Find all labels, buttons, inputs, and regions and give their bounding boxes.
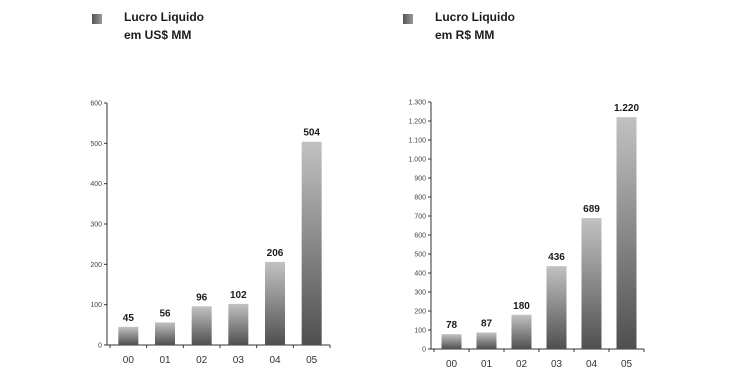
x-tick-label: 01 [481, 359, 493, 370]
legend-brl-chart: Lucro Liquido em R$ MM [403, 8, 515, 44]
bar [511, 314, 532, 349]
y-tick-label: 800 [414, 195, 426, 202]
bar [616, 117, 637, 349]
data-label: 180 [513, 301, 530, 312]
data-label: 1.220 [614, 103, 639, 114]
y-tick-label: 600 [90, 101, 102, 108]
x-tick-label: 02 [516, 359, 528, 370]
y-tick-label: 1.200 [408, 119, 426, 126]
data-label: 45 [123, 313, 135, 324]
x-tick-label: 03 [233, 355, 245, 366]
y-tick-label: 200 [414, 309, 426, 316]
data-label: 87 [481, 318, 493, 329]
y-tick-label: 500 [414, 252, 426, 259]
x-tick-label: 00 [446, 359, 458, 370]
bar [191, 306, 212, 345]
y-tick-label: 900 [414, 176, 426, 183]
legend-title-line-2: em US$ MM [124, 28, 192, 42]
y-tick-label: 1.100 [408, 138, 426, 145]
bar [228, 303, 249, 345]
legend-text: Lucro Liquido em R$ MM [435, 8, 515, 44]
bar [546, 266, 567, 349]
bar [301, 141, 322, 345]
y-tick-label: 1.000 [408, 157, 426, 164]
x-tick-label: 05 [306, 355, 318, 366]
legend-us-chart: Lucro Liquido em US$ MM [92, 8, 204, 44]
x-tick-label: 05 [621, 359, 633, 370]
x-tick-label: 00 [123, 355, 135, 366]
data-label: 436 [548, 252, 565, 263]
data-label: 689 [583, 204, 600, 215]
data-label: 504 [303, 128, 320, 139]
data-label: 102 [230, 290, 247, 301]
y-tick-label: 1.300 [408, 100, 426, 107]
data-label: 206 [267, 248, 284, 259]
legend-swatch [403, 14, 413, 24]
y-tick-label: 0 [98, 343, 102, 350]
bar [476, 332, 497, 349]
y-tick-label: 100 [414, 328, 426, 335]
y-tick-label: 400 [90, 181, 102, 188]
x-tick-label: 01 [159, 355, 171, 366]
y-tick-label: 600 [414, 233, 426, 240]
bar [441, 334, 462, 349]
y-tick-label: 500 [90, 141, 102, 148]
bar [155, 322, 175, 345]
bar [118, 326, 139, 345]
y-tick-label: 300 [90, 222, 102, 229]
bar [581, 218, 602, 349]
x-tick-label: 04 [586, 359, 598, 370]
data-label: 96 [196, 292, 208, 303]
y-tick-label: 100 [90, 302, 102, 309]
y-tick-label: 200 [90, 262, 102, 269]
data-label: 78 [446, 320, 458, 331]
y-tick-label: 300 [414, 290, 426, 297]
y-tick-label: 700 [414, 214, 426, 221]
legend-title-line-1: Lucro Liquido [435, 10, 515, 24]
x-tick-label: 04 [269, 355, 281, 366]
data-label: 56 [159, 308, 171, 319]
legend-text: Lucro Liquido em US$ MM [124, 8, 204, 44]
bar [265, 261, 285, 345]
x-tick-label: 02 [196, 355, 208, 366]
legend-swatch [92, 14, 102, 24]
legend-title-line-1: Lucro Liquido [124, 10, 204, 24]
y-tick-label: 400 [414, 271, 426, 278]
y-tick-label: 0 [422, 347, 426, 354]
legend-title-line-2: em R$ MM [435, 28, 495, 42]
x-tick-label: 03 [551, 359, 563, 370]
